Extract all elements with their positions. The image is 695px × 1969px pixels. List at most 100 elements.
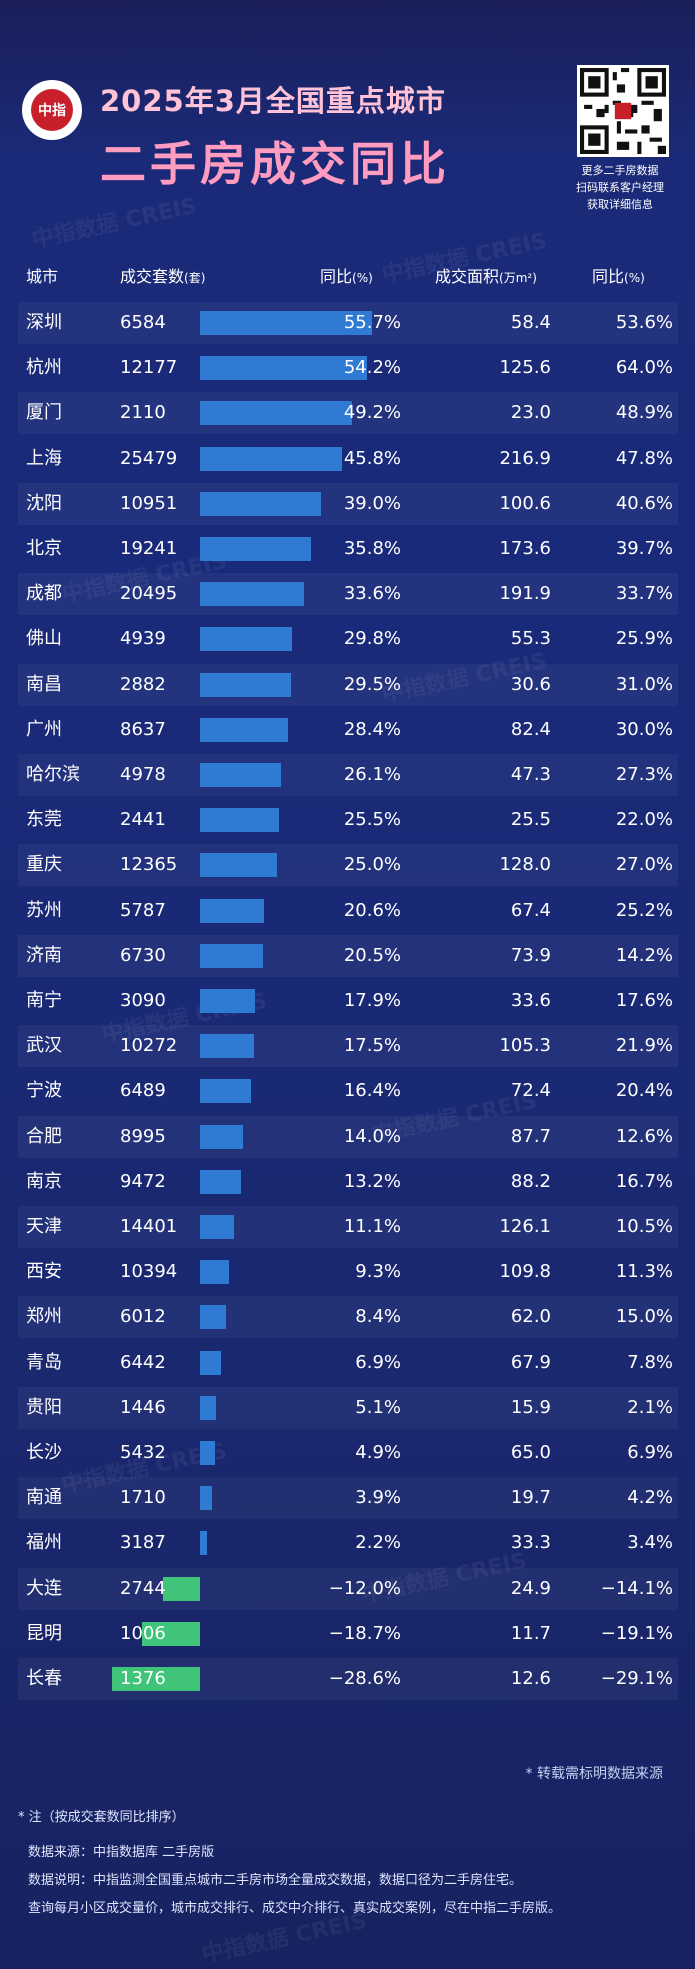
table-row: 宁波 6489 16.4% 72.4 20.4%	[18, 1070, 678, 1112]
count-yoy: 14.0%	[343, 1125, 401, 1147]
deal-count: 2882	[120, 673, 166, 695]
deal-count: 1710	[120, 1487, 166, 1509]
table-row: 武汉 10272 17.5% 105.3 21.9%	[18, 1025, 678, 1068]
deal-area: 109.8	[499, 1261, 551, 1283]
area-yoy: 33.7%	[615, 583, 673, 605]
table-row: 哈尔滨 4978 26.1% 47.3 27.3%	[18, 754, 678, 796]
count-yoy: 28.4%	[343, 718, 401, 740]
deal-count: 6012	[120, 1306, 166, 1328]
area-yoy: 25.2%	[615, 899, 673, 921]
bar-positive	[200, 1441, 216, 1465]
table-row: 南昌 2882 29.5% 30.6 31.0%	[18, 663, 678, 706]
count-yoy: −12.0%	[328, 1577, 401, 1599]
city-name: 天津	[26, 1216, 62, 1237]
bar-positive	[200, 1305, 226, 1330]
deal-count: 2110	[120, 402, 166, 424]
deal-count: 1006	[120, 1622, 166, 1644]
table-row: 大连 2744 −12.0% 24.9 −14.1%	[18, 1567, 678, 1610]
column-unit: (%)	[624, 271, 645, 285]
city-name: 郑州	[26, 1306, 62, 1328]
bar-positive	[200, 1079, 251, 1104]
area-yoy: 64.0%	[615, 357, 673, 379]
city-name: 武汉	[26, 1035, 62, 1057]
count-yoy: 49.2%	[343, 402, 401, 424]
deal-count: 19241	[120, 538, 178, 559]
table-row: 佛山 4939 29.8% 55.3 25.9%	[18, 618, 678, 660]
deal-count: 10394	[120, 1261, 178, 1283]
area-yoy: 48.9%	[615, 402, 673, 424]
area-yoy: 2.1%	[627, 1396, 673, 1418]
deal-area: 47.3	[510, 764, 551, 785]
city-name: 广州	[26, 718, 62, 740]
table-row: 重庆 12365 25.0% 128.0 27.0%	[18, 844, 678, 887]
deal-area: 173.6	[499, 538, 551, 559]
bar-positive	[200, 1169, 241, 1194]
column-label: 城市	[26, 267, 59, 286]
deal-area: 15.9	[510, 1396, 551, 1418]
deal-area: 12.6	[510, 1668, 551, 1689]
bar-positive	[200, 1486, 213, 1511]
area-yoy: 10.5%	[615, 1216, 673, 1237]
bar-positive	[200, 627, 293, 652]
deal-area: 19.7	[510, 1487, 551, 1509]
city-name: 南京	[26, 1170, 62, 1192]
deal-count: 10951	[120, 492, 178, 514]
deal-area: 65.0	[510, 1442, 551, 1463]
deal-count: 6730	[120, 944, 166, 966]
deal-area: 23.0	[510, 402, 551, 424]
count-yoy: 13.2%	[343, 1170, 401, 1192]
count-yoy: 29.5%	[343, 673, 401, 695]
city-name: 昆明	[26, 1622, 62, 1644]
city-name: 东莞	[26, 809, 62, 831]
city-name: 沈阳	[26, 492, 62, 514]
table-row: 长春 1376 −28.6% 12.6 −29.1%	[18, 1658, 678, 1700]
table-row: 南京 9472 13.2% 88.2 16.7%	[18, 1161, 678, 1203]
city-name: 合肥	[26, 1125, 62, 1147]
count-yoy: 9.3%	[355, 1261, 401, 1283]
count-yoy: 17.5%	[343, 1035, 401, 1057]
count-yoy: 16.4%	[343, 1080, 401, 1102]
city-name: 大连	[26, 1577, 62, 1599]
deal-count: 6489	[120, 1080, 166, 1102]
deal-count: 3187	[120, 1532, 166, 1554]
bar-negative	[142, 1621, 200, 1646]
area-yoy: 11.3%	[615, 1261, 673, 1283]
table-row: 合肥 8995 14.0% 87.7 12.6%	[18, 1115, 678, 1158]
deal-area: 100.6	[499, 492, 551, 514]
area-yoy: 53.6%	[615, 312, 673, 333]
city-name: 青岛	[26, 1351, 62, 1373]
city-name: 福州	[26, 1532, 62, 1554]
qr-code[interactable]	[577, 65, 669, 157]
logo-mark: 中指	[31, 89, 73, 131]
city-name: 上海	[26, 447, 62, 469]
count-yoy: 25.0%	[343, 854, 401, 876]
deal-count: 4939	[120, 628, 166, 650]
count-yoy: 20.5%	[343, 944, 401, 966]
table-row: 天津 14401 11.1% 126.1 10.5%	[18, 1206, 678, 1248]
title-line-1: 2025年3月全国重点城市	[100, 84, 446, 118]
deal-count: 8995	[120, 1125, 166, 1147]
qr-caption: 更多二手房数据 扫码联系客户经理 获取详细信息	[565, 162, 675, 213]
area-yoy: 30.0%	[615, 718, 673, 740]
bar-positive	[200, 672, 292, 697]
table-row: 西安 10394 9.3% 109.8 11.3%	[18, 1251, 678, 1293]
bar-positive	[200, 989, 256, 1013]
bar-positive	[200, 1531, 207, 1556]
area-yoy: −29.1%	[600, 1668, 673, 1689]
deal-area: 72.4	[510, 1080, 551, 1102]
deal-area: 62.0	[510, 1306, 551, 1328]
column-label: 成交套数	[120, 267, 185, 286]
column-unit: (%)	[352, 271, 373, 285]
city-name: 重庆	[26, 854, 62, 876]
data-source: 数据来源：中指数据库 二手房版	[28, 1845, 215, 1860]
qr-code-icon	[580, 68, 666, 154]
bar-negative	[111, 1667, 200, 1691]
deal-area: 125.6	[499, 357, 551, 379]
deal-area: 55.3	[510, 628, 551, 650]
deal-area: 191.9	[499, 583, 551, 605]
count-yoy: 17.9%	[343, 990, 401, 1011]
area-yoy: 27.3%	[615, 764, 673, 785]
deal-count: 20495	[120, 583, 178, 605]
bar-positive	[200, 582, 304, 607]
count-yoy: 2.2%	[355, 1532, 401, 1554]
